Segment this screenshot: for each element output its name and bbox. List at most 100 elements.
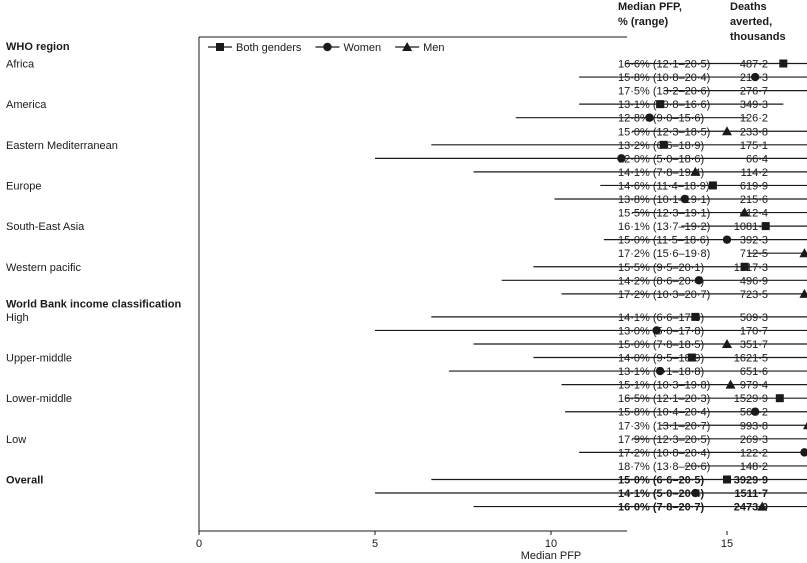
point-square-icon bbox=[656, 100, 665, 109]
pfp-value: 14·1% (7·8–19·4) bbox=[618, 167, 704, 179]
deaths-value: 66·4 bbox=[746, 153, 768, 165]
deaths-averted-header: Deaths averted, thousands bbox=[730, 0, 807, 45]
pfp-value: 15·5% (12·3–19·1) bbox=[618, 208, 710, 220]
deaths-value: 509·3 bbox=[740, 312, 768, 324]
pfp-value: 12·8% (9·0–15·6) bbox=[618, 113, 704, 125]
x-tick-label: 15 bbox=[721, 538, 733, 550]
point-circle-icon bbox=[655, 366, 665, 376]
deaths-value: 215·6 bbox=[740, 194, 768, 206]
legend-square-icon bbox=[216, 43, 224, 51]
x-tick-label: 0 bbox=[196, 538, 202, 550]
pfp-value: 13·2% (6·6–18·9) bbox=[618, 140, 704, 152]
group-label: Africa bbox=[6, 59, 35, 71]
group-label: South-East Asia bbox=[6, 221, 85, 233]
deaths-value: 412·4 bbox=[740, 208, 768, 220]
deaths-value: 1511·7 bbox=[734, 488, 768, 500]
pfp-value: 16·0% (7·8–20·7) bbox=[618, 502, 705, 514]
point-triangle-icon bbox=[757, 501, 768, 511]
pfp-value: 15·0% (7·8–18·5) bbox=[618, 339, 704, 351]
median-pfp-header-line2: % (range) bbox=[618, 16, 669, 28]
pfp-value: 16·6% (12·1–20·5) bbox=[618, 59, 710, 71]
deaths-value: 1081·1 bbox=[734, 221, 768, 233]
pfp-value: 14·1% (5·0–20·4) bbox=[618, 488, 705, 500]
point-square-icon bbox=[659, 140, 668, 149]
point-triangle-icon bbox=[690, 166, 701, 176]
point-square-icon bbox=[761, 222, 770, 231]
deaths-value: 2473·0 bbox=[734, 502, 768, 514]
pfp-value: 13·1% (10·8–16·6) bbox=[618, 99, 710, 111]
deaths-value: 723·5 bbox=[740, 289, 768, 301]
pfp-value: 16·1% (13·7–19·2) bbox=[618, 221, 710, 233]
point-square-icon bbox=[691, 312, 700, 321]
deaths-value: 487·2 bbox=[740, 59, 768, 71]
deaths-value: 175·1 bbox=[740, 140, 768, 152]
deaths-value: 392·3 bbox=[740, 235, 768, 247]
deaths-value: 979·4 bbox=[740, 380, 768, 392]
pfp-value: 15·5% (9·5–20·1) bbox=[618, 262, 704, 274]
deaths-value: 567·2 bbox=[740, 407, 768, 419]
x-tick-label: 10 bbox=[545, 538, 557, 550]
group-label: Eastern Mediterranean bbox=[6, 140, 118, 152]
legend-triangle-icon bbox=[402, 42, 413, 51]
deaths-averted-header-line2: thousands bbox=[730, 31, 786, 43]
pfp-value: 15·8% (10·8–20·4) bbox=[618, 72, 710, 84]
point-triangle-icon bbox=[722, 126, 732, 136]
x-axis-label: Median PFP bbox=[521, 550, 582, 562]
pfp-value: 14·0% (9·5–18·9) bbox=[618, 353, 704, 365]
point-circle-icon bbox=[722, 235, 732, 244]
legend-circle-icon bbox=[323, 42, 332, 52]
pfp-value: 18·7% (13·8–20·6) bbox=[618, 461, 710, 473]
deaths-value: 276·7 bbox=[740, 86, 768, 98]
pfp-value: 17·9% (12·3–20·5) bbox=[618, 434, 710, 446]
pfp-value: 15·0% (12·3–18·5) bbox=[618, 126, 710, 138]
point-circle-icon bbox=[800, 448, 807, 457]
deaths-value: 3929·9 bbox=[734, 474, 768, 486]
point-circle-icon bbox=[652, 326, 661, 335]
group-label: Europe bbox=[6, 180, 41, 192]
deaths-value: 349·3 bbox=[740, 99, 768, 111]
deaths-value: 170·7 bbox=[740, 325, 768, 337]
point-triangle-icon bbox=[725, 379, 736, 389]
group-label: Western pacific bbox=[6, 262, 81, 274]
point-square-icon bbox=[687, 353, 696, 362]
group-label: High bbox=[6, 312, 29, 324]
deaths-value: 619·9 bbox=[740, 180, 768, 192]
point-square-icon bbox=[723, 475, 731, 484]
deaths-value: 126·2 bbox=[740, 113, 768, 125]
point-square-icon bbox=[775, 394, 784, 403]
deaths-value: 214·3 bbox=[740, 72, 768, 84]
pfp-value: 15·0% (6·6–20·5) bbox=[618, 474, 705, 486]
point-triangle-icon bbox=[722, 338, 732, 348]
point-circle-icon bbox=[691, 488, 700, 498]
deaths-value: 269·3 bbox=[740, 434, 768, 446]
legend-label: Men bbox=[423, 42, 444, 54]
point-circle-icon bbox=[617, 154, 626, 163]
point-square-icon bbox=[779, 59, 788, 68]
deaths-value: 993·8 bbox=[740, 420, 768, 432]
pfp-value: 14·2% (8·6–20·4) bbox=[618, 275, 704, 287]
deaths-value: 114·2 bbox=[741, 167, 768, 179]
median-pfp-header-line1: Median PFP, bbox=[618, 1, 682, 13]
pfp-value: 17·5% (13·2–20·6) bbox=[618, 86, 710, 98]
pfp-value: 12·0% (5·0–18·6) bbox=[618, 153, 704, 165]
deaths-value: 351·7 bbox=[740, 339, 768, 351]
legend-label: Women bbox=[343, 42, 381, 54]
pfp-value: 17·2% (15·6–19·8) bbox=[618, 248, 710, 260]
deaths-value: 1621·5 bbox=[734, 353, 768, 365]
point-triangle-icon bbox=[799, 248, 807, 258]
section-title: WHO region bbox=[6, 41, 70, 53]
deaths-averted-header-line1: Deaths averted, bbox=[730, 1, 773, 28]
deaths-value: 148·2 bbox=[740, 461, 768, 473]
deaths-value: 651·6 bbox=[740, 366, 768, 378]
section-title: Overall bbox=[6, 474, 43, 486]
pfp-value: 13·0% (5·0–17·8) bbox=[618, 325, 704, 337]
group-label: America bbox=[6, 99, 47, 111]
pfp-value: 13·1% (7·1–18·8) bbox=[618, 366, 704, 378]
group-label: Low bbox=[6, 434, 26, 446]
deaths-value: 712·5 bbox=[740, 248, 768, 260]
point-circle-icon bbox=[750, 407, 760, 416]
point-square-icon bbox=[708, 181, 717, 190]
deaths-value: 1217·3 bbox=[734, 262, 768, 274]
point-triangle-icon bbox=[799, 288, 807, 298]
